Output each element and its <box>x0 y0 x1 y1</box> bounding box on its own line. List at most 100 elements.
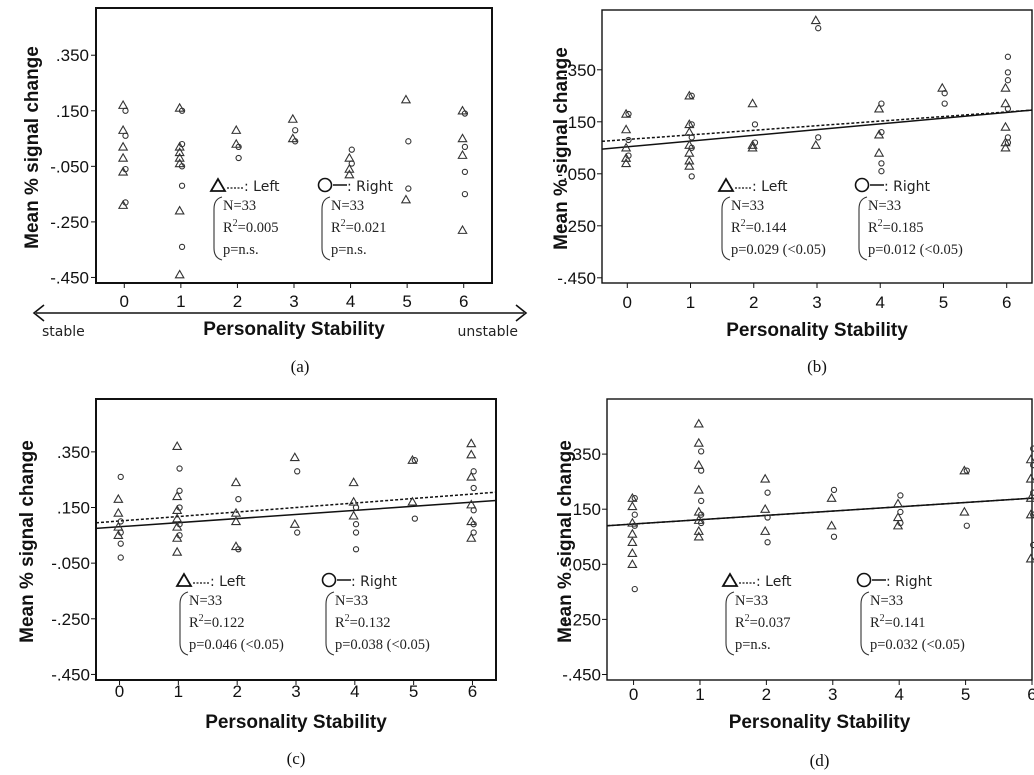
point-left <box>693 525 704 535</box>
point-left <box>620 158 632 168</box>
y-tick-label: -.450 <box>557 269 596 288</box>
point-right <box>117 518 124 525</box>
point-right <box>122 107 129 114</box>
point-right <box>117 529 124 536</box>
point-right <box>235 154 242 162</box>
point-right <box>176 504 183 511</box>
point-left <box>348 477 359 487</box>
point-right <box>1030 489 1034 496</box>
x-tick-label: 1 <box>686 293 695 312</box>
point-left <box>684 126 695 136</box>
point-left <box>1000 142 1011 152</box>
point-left <box>810 15 821 25</box>
point-right <box>631 522 638 529</box>
point-left <box>174 147 185 157</box>
point-left <box>466 532 477 542</box>
legend-bracket <box>860 591 870 656</box>
point-right <box>830 486 838 494</box>
point-left <box>407 496 418 506</box>
point-right <box>352 529 360 536</box>
x-tick-label: 2 <box>233 292 242 311</box>
point-right <box>1004 77 1012 84</box>
legend-n: N=33 <box>189 593 222 609</box>
legend-title: : Right <box>884 179 931 195</box>
plot-frame <box>95 398 497 681</box>
point-left <box>693 484 704 494</box>
point-right <box>411 515 418 522</box>
point-right <box>352 546 360 553</box>
legend-title: : Left <box>752 179 788 195</box>
y-tick-label: -.250 <box>557 217 596 236</box>
fit-line-right <box>601 109 1033 150</box>
point-right <box>688 92 695 99</box>
point-left <box>466 499 477 509</box>
point-left <box>466 471 477 481</box>
point-right <box>1030 511 1034 518</box>
point-left <box>230 516 242 526</box>
point-right <box>294 468 301 475</box>
fit-line-left <box>601 109 1033 143</box>
x-tick-label: 1 <box>695 685 704 704</box>
point-right <box>122 165 129 173</box>
x-tick-label: 3 <box>812 293 821 312</box>
point-left <box>117 152 129 162</box>
point-left <box>693 459 704 469</box>
point-right <box>411 457 418 464</box>
point-right <box>963 467 970 474</box>
y-axis-label: Mean % signal change <box>17 440 38 643</box>
legend-title: : Right <box>347 179 394 195</box>
point-right <box>698 448 705 455</box>
point-left <box>466 449 477 459</box>
chart-panel-d: .350 .150 -.050 -.250 -.450 0 1 2 3 4 5 6 Mean % sig… <box>555 398 1034 770</box>
y-tick-label: .150 <box>568 500 601 519</box>
y-tick-label: .150 <box>57 499 90 518</box>
point-right <box>292 127 299 134</box>
legend-p: p=0.032 (<0.05) <box>870 637 965 653</box>
y-axis-label: Mean % signal change <box>555 440 576 643</box>
point-right <box>688 144 695 151</box>
point-left <box>172 440 183 450</box>
point-right <box>461 190 469 198</box>
x-tick-label: 5 <box>939 293 948 312</box>
y-tick-label: -.050 <box>50 157 89 176</box>
legend-bracket <box>321 196 331 261</box>
point-left <box>1025 553 1034 563</box>
point-left <box>959 506 970 516</box>
point-right <box>178 163 186 170</box>
point-right <box>941 90 948 97</box>
point-right <box>751 121 759 128</box>
point-left <box>627 536 638 546</box>
x-tick-label: 4 <box>346 292 355 311</box>
x-tick-label: 2 <box>749 293 758 312</box>
point-left <box>1000 82 1011 92</box>
point-right <box>176 532 183 539</box>
point-right <box>470 484 477 492</box>
point-right <box>878 160 885 167</box>
legend-right: : Right N=33 R2=0.185 p=0.012 (<0.05) <box>854 177 963 261</box>
point-right <box>625 110 632 118</box>
point-left <box>400 94 412 104</box>
point-right <box>764 489 771 496</box>
point-left <box>684 90 695 100</box>
point-right <box>1004 105 1012 112</box>
legend-title: : Right <box>351 574 398 590</box>
legend-title: : Right <box>886 574 933 590</box>
point-left <box>289 518 300 528</box>
point-right <box>352 521 360 528</box>
panel-caption: (d) <box>810 751 830 770</box>
y-tick-label: -.050 <box>51 554 90 573</box>
plot-frame <box>606 398 1033 681</box>
panel-caption: (c) <box>287 749 306 768</box>
legend-p: p=n.s. <box>735 637 771 653</box>
point-right <box>352 504 360 511</box>
point-left <box>620 142 632 152</box>
point-right <box>292 138 299 145</box>
legend-circle-icon <box>856 572 872 588</box>
point-right <box>897 519 904 527</box>
point-right <box>1030 461 1034 469</box>
y-tick-label: -.050 <box>557 165 596 184</box>
point-right <box>122 199 129 206</box>
point-left <box>172 491 183 501</box>
point-left <box>117 141 129 151</box>
